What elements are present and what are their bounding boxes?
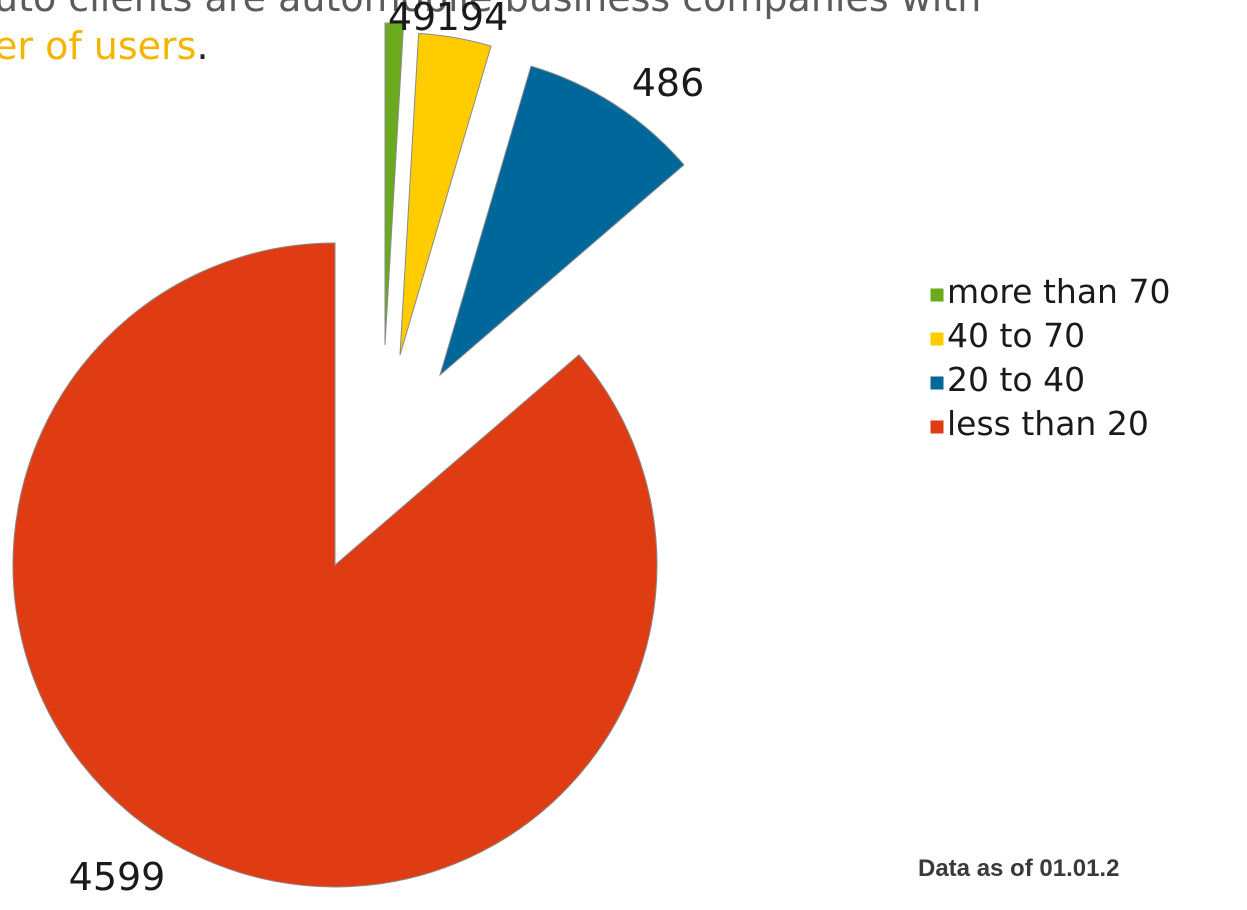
pie-slice-less-than-20 — [12, 242, 658, 888]
legend-swatch-more-than-70 — [929, 287, 945, 303]
data-label-20-to-40: 486 — [632, 61, 705, 105]
intro-text: uto clients are automobile business comp… — [0, 0, 1247, 70]
data-label-40-to-70: 194 — [436, 0, 509, 39]
data-date-note: Data as of 01.01.2 — [918, 855, 1120, 882]
legend-swatch-less-than-20 — [929, 419, 945, 435]
pie-slice-20-to-40 — [439, 65, 685, 377]
legend-label-more-than-70: more than 70 — [947, 272, 1170, 311]
legend-label-40-to-70: 40 to 70 — [947, 316, 1085, 355]
legend-swatch-20-to-40 — [929, 375, 945, 391]
legend-swatch-40-to-70 — [929, 331, 945, 347]
intro-line-1: uto clients are automobile business comp… — [0, 0, 1247, 22]
data-label-more-than-70: 49 — [388, 0, 436, 39]
pie-slice-40-to-70 — [399, 33, 492, 356]
intro-highlight: er of users — [0, 24, 197, 68]
legend-label-20-to-40: 20 to 40 — [947, 360, 1085, 399]
intro-period: . — [196, 24, 209, 68]
pie-slice-more-than-70 — [384, 22, 405, 346]
intro-line-2: er of users. — [0, 22, 1247, 70]
legend-label-less-than-20: less than 20 — [947, 404, 1149, 443]
data-label-less-than-20: 4599 — [69, 855, 166, 899]
